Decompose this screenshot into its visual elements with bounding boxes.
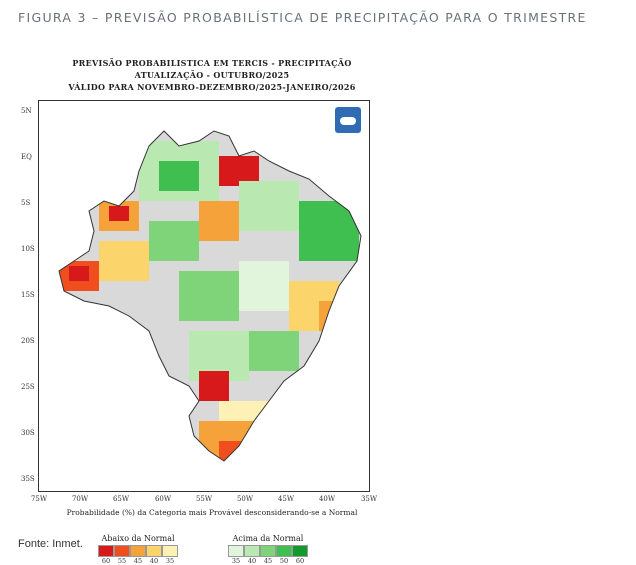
lat-label: 10S <box>21 245 35 253</box>
legend-tick: 35 <box>165 557 175 565</box>
legend-above-swatches <box>228 545 308 557</box>
legend-tick: 35 <box>231 557 241 565</box>
lat-label: 5S <box>21 199 31 207</box>
legend-swatch <box>130 545 146 557</box>
lat-label: EQ <box>21 153 32 161</box>
legend-swatch <box>98 545 114 557</box>
map-update-date: ATUALIZAÇÃO - OUTUBRO/2025 <box>134 70 290 80</box>
legend-tick: 45 <box>263 557 273 565</box>
legend-above-title: Acima da Normal <box>232 534 304 543</box>
legend-swatch <box>162 545 178 557</box>
legend-tick: 40 <box>149 557 159 565</box>
legend-swatch <box>276 545 292 557</box>
lon-label: 45W <box>277 495 295 503</box>
legend-tick: 40 <box>247 557 257 565</box>
map-plot-area: 5N EQ 5S 10S 15S 20S 25S 30S 35S 75W 70W… <box>21 100 377 503</box>
legend-swatch <box>228 545 244 557</box>
figure-caption: FIGURA 3 – PREVISÃO PROBABILÍSTICA DE PR… <box>18 10 587 25</box>
legend-tick: 50 <box>279 557 289 565</box>
legend-tick: 55 <box>117 557 127 565</box>
lon-label: 50W <box>236 495 254 503</box>
legend-tick: 60 <box>295 557 305 565</box>
legend-swatch <box>260 545 276 557</box>
lat-label: 15S <box>21 291 35 299</box>
legend-swatch <box>244 545 260 557</box>
lat-label: 5N <box>21 107 32 115</box>
legend-swatch <box>292 545 308 557</box>
legend-above-normal: Acima da Normal 35 40 45 50 60 <box>228 534 308 565</box>
lat-label: 30S <box>21 429 35 437</box>
legend-below-normal: Abaixo da Normal 60 55 45 40 35 <box>98 534 178 565</box>
lon-label: 40W <box>318 495 336 503</box>
map-footnote: Probabilidade (%) da Categoria mais Prov… <box>66 508 358 517</box>
lat-label: 20S <box>21 337 35 345</box>
lon-label: 35W <box>360 495 378 503</box>
lon-label: 70W <box>71 495 89 503</box>
inmet-logo-icon <box>335 107 361 133</box>
lon-label: 55W <box>195 495 213 503</box>
forecast-map-figure: PREVISÃO PROBABILISTICA EM TERCIS - PREC… <box>21 56 392 565</box>
lat-label: 25S <box>21 383 35 391</box>
legend-swatch <box>114 545 130 557</box>
figure-source: Fonte: Inmet. <box>18 538 83 550</box>
legend-tick: 60 <box>101 557 111 565</box>
lon-label: 60W <box>154 495 172 503</box>
map-title: PREVISÃO PROBABILISTICA EM TERCIS - PREC… <box>72 58 352 68</box>
legend-below-title: Abaixo da Normal <box>101 534 175 543</box>
brazil-map <box>58 130 362 462</box>
legend-below-swatches <box>98 545 178 557</box>
lat-label: 35S <box>21 475 35 483</box>
map-validity-period: VÁLIDO PARA NOVEMBRO-DEZEMBRO/2025-JANEI… <box>68 82 356 92</box>
legend-swatch <box>146 545 162 557</box>
legend-tick: 45 <box>133 557 143 565</box>
lon-label: 75W <box>30 495 48 503</box>
lon-label: 65W <box>112 495 130 503</box>
